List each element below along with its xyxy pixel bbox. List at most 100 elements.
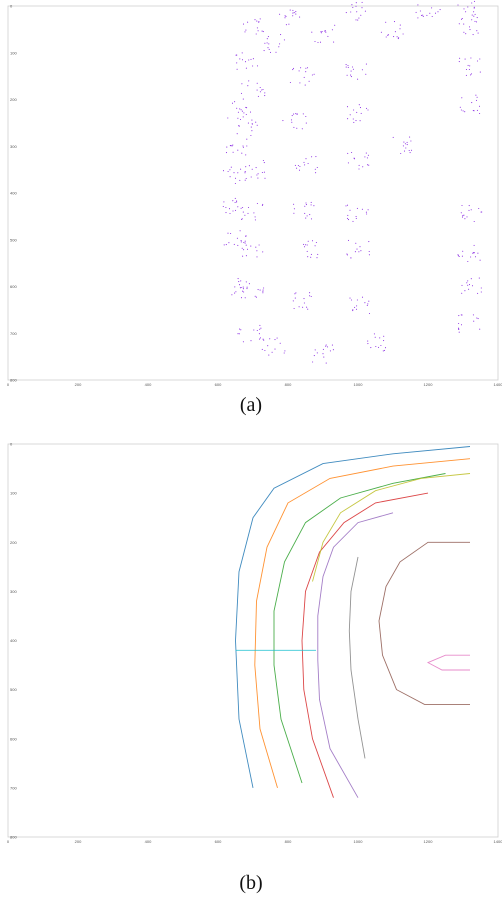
scatter-point <box>245 177 247 180</box>
scatter-point <box>431 15 433 18</box>
scatter-point <box>347 162 349 164</box>
scatter-point <box>439 9 441 11</box>
scatter-point <box>463 8 465 10</box>
scatter-point <box>240 240 242 242</box>
scatter-point <box>398 37 400 39</box>
scatter-point <box>255 296 257 298</box>
scatter-point <box>410 149 413 151</box>
scatter-point <box>306 215 308 217</box>
scatter-point <box>357 19 359 21</box>
scatter-point <box>473 7 475 9</box>
scatter-point <box>355 19 357 21</box>
y-tick-label: 700 <box>10 785 17 790</box>
scatter-point <box>356 305 358 307</box>
scatter-point <box>473 244 475 246</box>
trajectory-line <box>273 473 446 784</box>
scatter-point <box>241 247 243 249</box>
scatter-point <box>365 63 367 65</box>
scatter-point <box>293 113 295 115</box>
scatter-point <box>256 256 258 258</box>
scatter-point <box>358 251 360 253</box>
scatter-point <box>310 253 312 255</box>
scatter-point <box>399 28 401 30</box>
scatter-point <box>472 314 474 316</box>
x-tick-label: 800 <box>285 382 292 387</box>
x-tick-label: 1000 <box>354 839 364 844</box>
scatter-point <box>240 109 242 111</box>
scatter-point <box>315 241 317 244</box>
scatter-point <box>293 208 295 210</box>
scatter-point <box>312 361 314 363</box>
scatter-point <box>364 302 366 304</box>
scatter-point <box>476 60 479 62</box>
scatter-point <box>242 288 244 290</box>
scatter-point <box>292 69 294 71</box>
scatter-point <box>293 212 295 214</box>
scatter-point <box>296 127 298 129</box>
scatter-point <box>480 291 482 293</box>
scatter-point <box>223 201 225 203</box>
scatter-point <box>461 204 463 207</box>
scatter-point <box>259 324 261 326</box>
scatter-point <box>367 109 369 111</box>
scatter-point <box>292 9 294 11</box>
scatter-point <box>467 6 469 8</box>
scatter-point <box>241 83 243 85</box>
scatter-point <box>473 0 476 2</box>
scatter-point <box>469 29 471 31</box>
scatter-point <box>392 136 394 138</box>
trajectory-line <box>235 446 471 788</box>
scatter-point <box>467 64 469 66</box>
scatter-point <box>347 152 349 154</box>
scatter-point <box>359 107 362 109</box>
scatter-point <box>279 43 281 45</box>
scatter-point <box>332 349 334 351</box>
scatter-point <box>292 12 294 14</box>
scatter-point <box>289 81 291 84</box>
scatter-point <box>234 286 236 288</box>
scatter-point <box>257 95 259 97</box>
scatter-point <box>387 34 389 36</box>
scatter-point <box>324 30 326 32</box>
scatter-point <box>295 11 297 13</box>
scatter-point <box>306 244 308 246</box>
y-tick-label: 500 <box>10 687 17 692</box>
scatter-point <box>329 350 331 352</box>
scatter-point <box>468 284 471 286</box>
scatter-point <box>293 307 295 310</box>
scatter-point <box>264 95 266 97</box>
scatter-point <box>242 146 244 148</box>
scatter-point <box>259 328 261 330</box>
scatter-point <box>481 211 483 213</box>
scatter-point <box>251 168 253 170</box>
scatter-point <box>460 212 462 214</box>
scatter-point <box>256 65 259 67</box>
y-tick-label: 300 <box>10 144 17 149</box>
scatter-point <box>368 254 370 256</box>
scatter-point <box>355 216 357 218</box>
scatter-point <box>317 41 319 44</box>
scatter-point <box>353 121 355 123</box>
scatter-point <box>465 11 467 13</box>
scatter-point <box>354 306 356 308</box>
scatter-point <box>261 30 263 32</box>
scatter-point <box>308 80 310 82</box>
scatter-point <box>305 158 307 160</box>
scatter-point <box>361 1 363 3</box>
scatter-point <box>347 214 349 216</box>
scatter-point <box>228 242 230 244</box>
scatter-point <box>256 250 258 252</box>
scatter-point <box>263 171 265 173</box>
scatter-point <box>471 2 473 4</box>
y-tick-label: 200 <box>10 97 17 102</box>
scatter-point <box>226 146 228 148</box>
scatter-point <box>247 206 250 209</box>
scatter-point <box>262 203 264 205</box>
scatter-point <box>366 157 368 159</box>
scatter-point <box>379 337 381 339</box>
scatter-point <box>410 140 412 142</box>
scatter-point <box>317 253 319 255</box>
chart-panel-b: 0 200 400 600 800 1000 1200 1400 0 100 200 300 400 50… <box>7 442 502 845</box>
scatter-point <box>245 281 247 283</box>
scatter-point <box>350 74 352 76</box>
